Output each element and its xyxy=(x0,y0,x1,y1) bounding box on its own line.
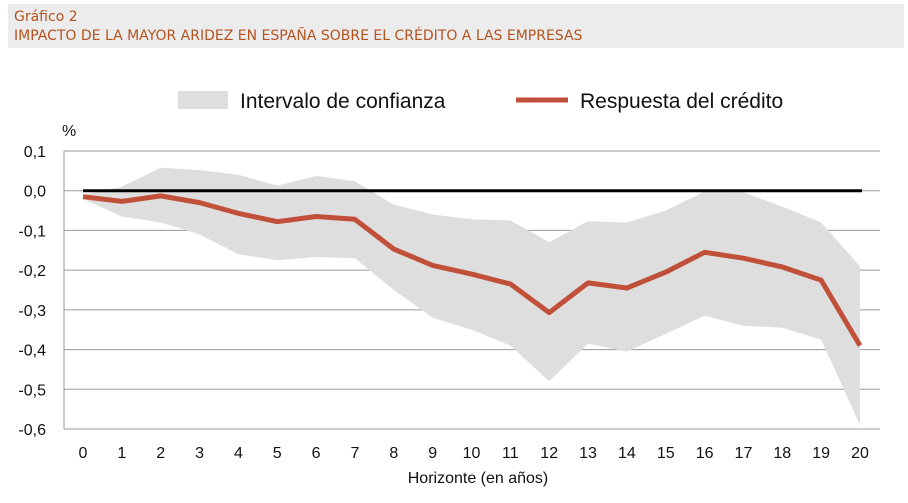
x-tick-label: 16 xyxy=(696,445,714,462)
confidence-band xyxy=(83,167,860,425)
x-tick-label: 2 xyxy=(156,445,165,462)
x-tick-label: 0 xyxy=(79,445,88,462)
x-tick-label: 6 xyxy=(312,445,321,462)
y-tick-label: 0,1 xyxy=(24,144,46,161)
legend-line-label: Respuesta del crédito xyxy=(580,90,783,113)
x-tick-label: 10 xyxy=(463,445,481,462)
x-tick-label: 20 xyxy=(851,445,869,462)
y-tick-label: -0,3 xyxy=(18,303,46,320)
x-tick-label: 19 xyxy=(812,445,830,462)
legend-band-swatch xyxy=(178,91,228,109)
y-tick-label: -0,6 xyxy=(18,422,46,439)
x-tick-label: 14 xyxy=(618,445,636,462)
x-axis-title: Horizonte (en años) xyxy=(408,470,549,487)
chart-number: Gráfico 2 xyxy=(14,9,78,25)
chart-header: Gráfico 2 IMPACTO DE LA MAYOR ARIDEZ EN … xyxy=(8,4,904,48)
y-tick-label: -0,4 xyxy=(18,343,46,360)
x-tick-label: 13 xyxy=(579,445,597,462)
y-tick-labels: 0,1 0,0 -0,1 -0,2 -0,3 -0,4 -0,5 -0,6 xyxy=(18,144,46,439)
x-tick-label: 3 xyxy=(195,445,204,462)
series-line xyxy=(82,193,863,347)
x-tick-label: 9 xyxy=(428,445,437,462)
x-tick-label: 5 xyxy=(273,445,282,462)
y-tick-label: -0,2 xyxy=(18,263,46,280)
x-tick-label: 1 xyxy=(117,445,126,462)
x-tick-label: 12 xyxy=(540,445,558,462)
y-axis-unit-label: % xyxy=(62,123,76,140)
y-tick-label: 0,0 xyxy=(24,184,46,201)
credit-response-line xyxy=(82,193,863,347)
legend: Intervalo de confianza Respuesta del cré… xyxy=(178,90,783,113)
x-tick-label: 18 xyxy=(773,445,791,462)
x-tick-label: 15 xyxy=(657,445,675,462)
chart-title: IMPACTO DE LA MAYOR ARIDEZ EN ESPAÑA SOB… xyxy=(14,28,583,44)
x-tick-label: 4 xyxy=(234,445,243,462)
y-tick-label: -0,5 xyxy=(18,382,46,399)
confidence-band-area xyxy=(83,167,860,425)
x-tick-label: 11 xyxy=(502,445,519,462)
x-tick-label: 17 xyxy=(735,445,753,462)
x-tick-label: 7 xyxy=(350,445,359,462)
x-tick-label: 8 xyxy=(389,445,398,462)
y-tick-label: -0,1 xyxy=(18,223,46,240)
x-tick-labels: 0 1 2 3 4 5 6 7 8 9 10 11 12 13 14 15 16 17 18 19 20 xyxy=(79,445,869,462)
legend-band-label: Intervalo de confianza xyxy=(240,90,446,113)
